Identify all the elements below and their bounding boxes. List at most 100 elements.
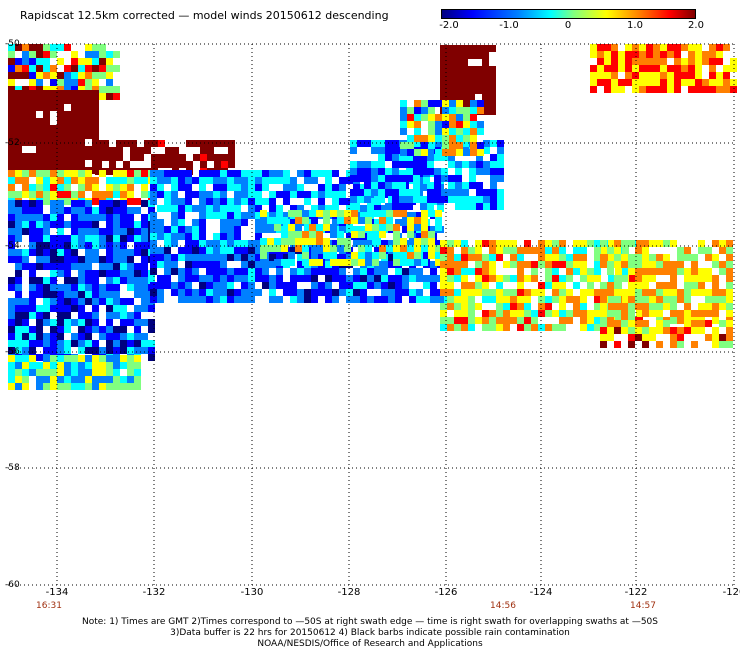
wind-cell xyxy=(614,327,621,334)
wind-cell xyxy=(573,254,580,261)
wind-cell xyxy=(171,198,178,205)
wind-cell xyxy=(385,154,392,161)
wind-cell xyxy=(92,326,99,333)
wind-cell xyxy=(468,310,475,317)
lat-label: -54 xyxy=(5,241,20,251)
lon-label: -128 xyxy=(337,587,361,598)
wind-cell xyxy=(653,79,660,86)
wind-cell xyxy=(607,247,614,254)
wind-cell xyxy=(428,231,435,238)
wind-cell xyxy=(430,296,437,303)
wind-cell xyxy=(332,296,339,303)
wind-cell xyxy=(392,147,399,154)
wind-cell xyxy=(185,261,192,268)
wind-cell xyxy=(712,317,719,324)
wind-cell xyxy=(288,224,295,231)
wind-cell xyxy=(381,289,388,296)
wind-cell xyxy=(482,108,489,115)
wind-cell xyxy=(448,161,455,168)
wind-cell xyxy=(241,170,248,177)
wind-cell xyxy=(461,282,468,289)
wind-cell xyxy=(379,217,386,224)
wind-cell xyxy=(482,73,489,80)
wind-cell xyxy=(691,254,698,261)
wind-cell xyxy=(92,235,99,242)
wind-cell xyxy=(199,212,206,219)
wind-cell xyxy=(192,268,199,275)
wind-cell xyxy=(71,125,78,132)
wind-cell xyxy=(427,147,434,154)
wind-cell xyxy=(470,107,477,114)
wind-cell xyxy=(461,87,468,94)
wind-cell xyxy=(428,210,435,217)
wind-cell xyxy=(85,44,92,51)
wind-cell xyxy=(43,191,50,198)
wind-cell xyxy=(660,51,667,58)
wind-cell xyxy=(434,175,441,182)
wind-cell xyxy=(442,135,449,142)
wind-cell xyxy=(85,184,92,191)
wind-cell xyxy=(43,319,50,326)
wind-cell xyxy=(283,212,290,219)
wind-cell xyxy=(332,198,339,205)
wind-cell xyxy=(116,154,123,161)
wind-cell xyxy=(192,240,199,247)
wind-cell xyxy=(667,65,674,72)
wind-cell xyxy=(716,51,723,58)
wind-cell xyxy=(241,240,248,247)
wind-cell xyxy=(440,289,447,296)
wind-cell xyxy=(323,217,330,224)
wind-cell xyxy=(695,79,702,86)
wind-cell xyxy=(106,184,113,191)
wind-cell xyxy=(709,79,716,86)
wind-cell xyxy=(402,289,409,296)
wind-cell xyxy=(120,263,127,270)
wind-cell xyxy=(106,312,113,319)
wind-cell xyxy=(106,58,113,65)
wind-cell xyxy=(134,277,141,284)
wind-cell xyxy=(29,104,36,111)
wind-cell xyxy=(64,198,71,205)
wind-cell xyxy=(337,259,344,266)
wind-cell xyxy=(639,58,646,65)
wind-cell xyxy=(447,52,454,59)
wind-cell xyxy=(29,97,36,104)
wind-cell xyxy=(36,90,43,97)
wind-cell xyxy=(406,161,413,168)
wind-cell xyxy=(357,175,364,182)
wind-cell xyxy=(78,125,85,132)
wind-cell xyxy=(262,184,269,191)
wind-cell xyxy=(92,132,99,139)
wind-cell xyxy=(262,177,269,184)
wind-cell xyxy=(440,254,447,261)
wind-cell xyxy=(325,184,332,191)
wind-cell xyxy=(269,198,276,205)
wind-cell xyxy=(667,51,674,58)
wind-cell xyxy=(99,256,106,263)
wind-cell xyxy=(454,310,461,317)
wind-cell xyxy=(127,347,134,354)
wind-cell xyxy=(455,203,462,210)
wind-cell xyxy=(416,233,423,240)
wind-cell xyxy=(99,376,106,383)
wind-cell xyxy=(185,170,192,177)
wind-cell xyxy=(120,249,127,256)
wind-cell xyxy=(113,170,120,177)
wind-cell xyxy=(241,289,248,296)
wind-cell xyxy=(85,333,92,340)
wind-cell xyxy=(255,205,262,212)
wind-cell xyxy=(99,383,106,390)
wind-cell xyxy=(538,240,545,247)
wind-cell xyxy=(428,121,435,128)
wind-cell xyxy=(663,254,670,261)
wind-cell xyxy=(158,140,165,147)
wind-cell xyxy=(702,51,709,58)
wind-cell xyxy=(475,247,482,254)
wind-cell xyxy=(71,256,78,263)
wind-cell xyxy=(695,58,702,65)
wind-cell xyxy=(454,240,461,247)
wind-cell xyxy=(71,79,78,86)
wind-cell xyxy=(127,170,134,177)
wind-cell xyxy=(36,184,43,191)
wind-cell xyxy=(290,191,297,198)
